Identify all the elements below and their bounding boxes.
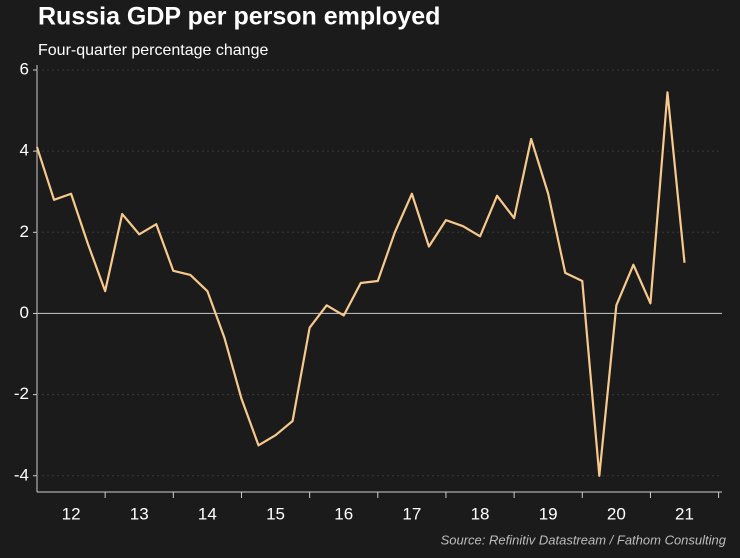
x-tick-label: 20 bbox=[607, 504, 626, 523]
chart-title: Russia GDP per person employed bbox=[38, 3, 440, 31]
x-tick-label: 14 bbox=[198, 504, 217, 523]
x-tick-label: 19 bbox=[539, 504, 558, 523]
x-tick-label: 18 bbox=[471, 504, 490, 523]
y-tick-label: 6 bbox=[20, 59, 29, 78]
y-tick-label: 2 bbox=[20, 222, 29, 241]
source-note: Source: Refinitiv Datastream / Fathom Co… bbox=[441, 532, 727, 547]
x-tick-label: 12 bbox=[62, 504, 81, 523]
x-tick-label: 21 bbox=[675, 504, 694, 523]
x-tick-label: 17 bbox=[402, 504, 421, 523]
y-tick-label: 4 bbox=[20, 141, 29, 160]
y-tick-label: -2 bbox=[14, 384, 29, 403]
x-tick-label: 13 bbox=[130, 504, 149, 523]
data-line bbox=[35, 91, 686, 477]
y-tick-label: 0 bbox=[20, 303, 29, 322]
x-tick-label: 15 bbox=[266, 504, 285, 523]
x-tick-label: 16 bbox=[334, 504, 353, 523]
y-tick-label: -4 bbox=[14, 465, 29, 484]
chart-subtitle: Four-quarter percentage change bbox=[38, 42, 268, 59]
